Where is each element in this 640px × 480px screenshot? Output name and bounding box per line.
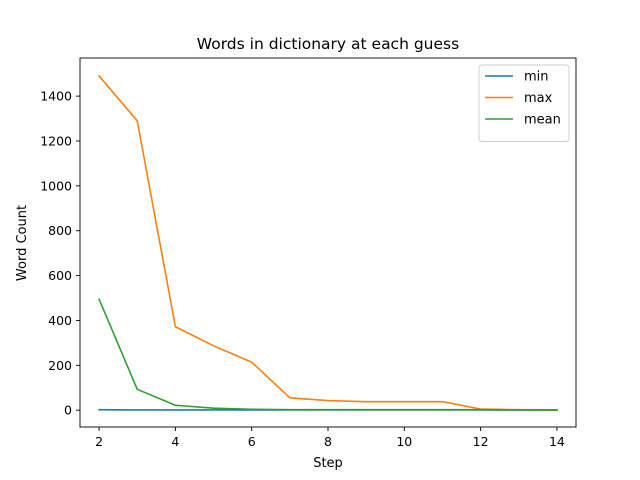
x-tick-label: 8 (324, 434, 332, 449)
legend-label-mean: mean (524, 113, 561, 128)
y-tick-label: 0 (64, 403, 72, 418)
legend-box (478, 64, 570, 142)
y-tick-label: 1000 (40, 178, 72, 193)
x-tick-label: 6 (248, 434, 256, 449)
x-tick-label: 2 (95, 434, 103, 449)
y-tick-label: 1400 (40, 89, 72, 104)
x-tick-label: 10 (396, 434, 412, 449)
y-axis-label: Word Count (15, 205, 30, 281)
plot-area: 2 4 6 8 10 12 14 0 200 400 600 800 1000 1200 1400 (40, 57, 577, 449)
y-tick-label: 200 (48, 358, 72, 373)
legend: min max mean (478, 64, 570, 142)
x-axis-label: Step (313, 456, 343, 471)
x-tick-label: 14 (549, 434, 565, 449)
y-tick-label: 800 (48, 223, 72, 238)
series-line-mean (98, 298, 558, 411)
y-tick-label: 600 (48, 268, 72, 283)
x-tick-label: 12 (473, 434, 489, 449)
chart-title: Words in dictionary at each guess (197, 35, 459, 53)
legend-label-max: max (524, 91, 553, 106)
y-tick-label: 400 (48, 313, 72, 328)
legend-label-min: min (524, 70, 549, 85)
y-tick-label: 1200 (40, 133, 72, 148)
x-tick-label: 4 (171, 434, 179, 449)
